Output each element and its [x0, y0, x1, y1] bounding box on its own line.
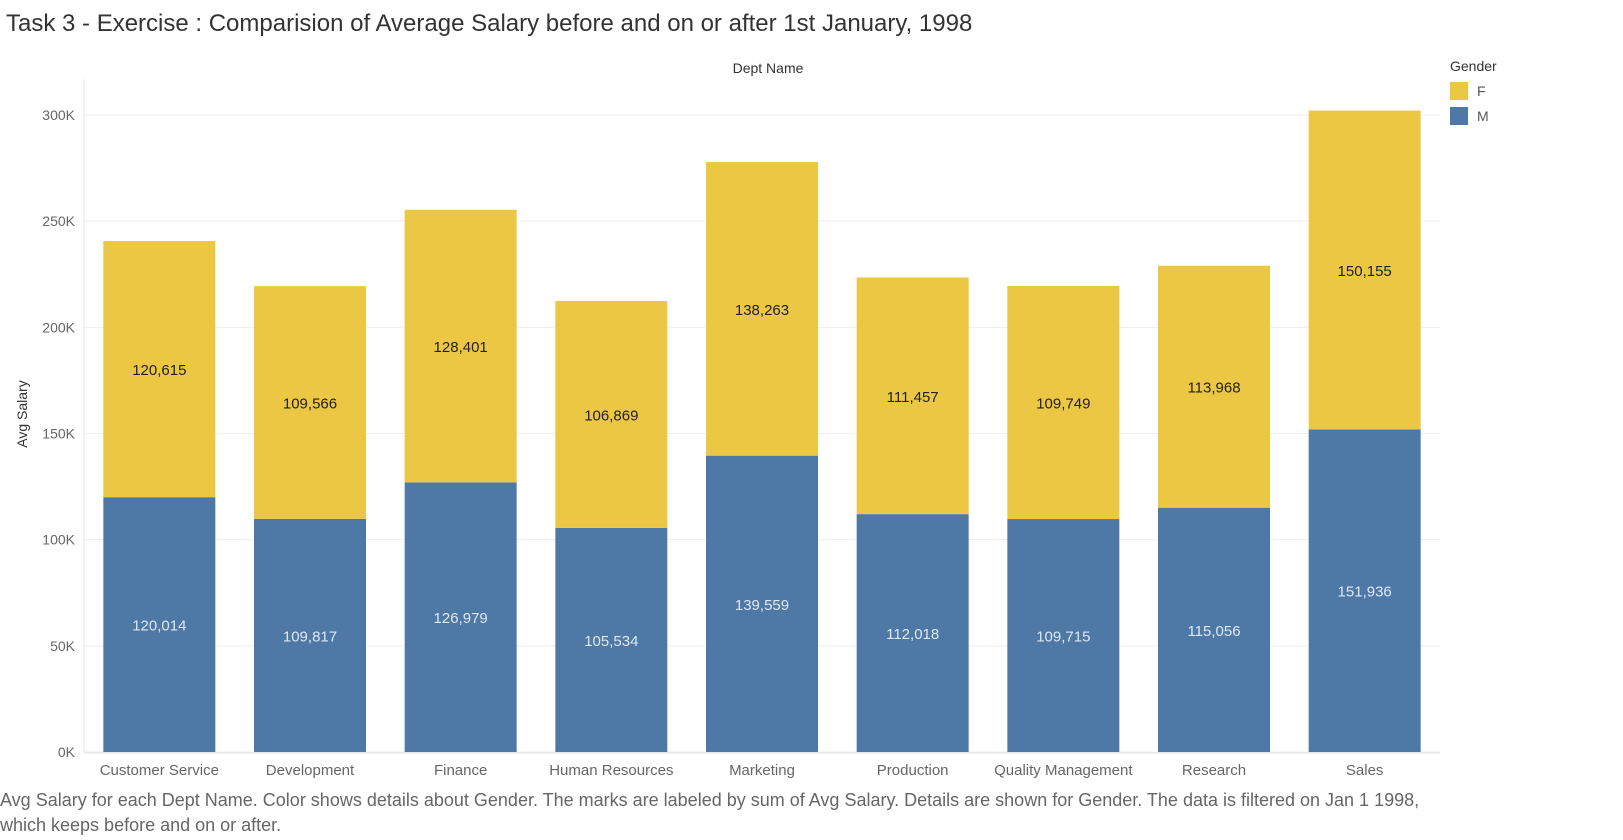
data-label: 111,457: [887, 389, 939, 406]
data-label: 109,715: [1036, 629, 1090, 646]
x-tick-label: Human Resources: [549, 762, 673, 779]
data-label: 109,817: [283, 628, 337, 645]
x-tick-label: Sales: [1346, 762, 1384, 779]
bar-segment-m[interactable]: [706, 455, 818, 752]
bar-segment-m[interactable]: [856, 514, 969, 752]
y-tick-label: 300K: [42, 107, 75, 123]
legend-title: Gender: [1450, 58, 1497, 74]
y-tick-label: 250K: [42, 213, 75, 229]
legend-item-f[interactable]: F: [1450, 78, 1497, 103]
bar-segment-f[interactable]: [103, 241, 216, 498]
data-label: 120,615: [132, 362, 186, 379]
x-axis-title: Dept Name: [733, 60, 804, 76]
x-tick-label: Marketing: [729, 762, 795, 779]
data-label: 109,749: [1036, 396, 1090, 413]
legend-swatch-m: [1450, 106, 1468, 125]
x-tick-label: Customer Service: [100, 762, 219, 779]
y-axis-title: Avg Salary: [14, 380, 30, 447]
chart-title: Task 3 - Exercise : Comparision of Avera…: [6, 10, 973, 37]
bar-segment-m[interactable]: [1007, 519, 1120, 752]
bar-segment-m[interactable]: [404, 482, 517, 752]
x-tick-label: Development: [266, 762, 355, 779]
bar-segment-f[interactable]: [706, 162, 818, 456]
bars: [103, 110, 1421, 752]
bar-segment-f[interactable]: [555, 300, 668, 528]
data-label: 120,014: [132, 618, 186, 635]
bar-labels: 120,014 120,615 109,817 109,566 126,979 128,4…: [132, 263, 1392, 650]
y-tick-label: 50K: [50, 638, 76, 654]
chart-caption: Avg Salary for each Dept Name. Color sho…: [0, 790, 1420, 835]
data-label: 126,979: [434, 610, 488, 627]
legend-label-f: F: [1477, 82, 1486, 99]
data-label: 150,155: [1338, 263, 1392, 280]
bar-segment-f[interactable]: [404, 209, 517, 483]
legend: Gender F M: [1450, 58, 1497, 128]
axes: 0K 50K 100K 150K 200K 250K 300K Customer Servic…: [42, 79, 1440, 779]
data-label: 128,401: [434, 339, 488, 356]
x-tick-label: Quality Management: [994, 762, 1133, 779]
data-label: 139,559: [735, 597, 789, 614]
y-tick-label: 200K: [42, 319, 75, 335]
data-label: 115,056: [1187, 623, 1240, 640]
x-tick-label: Research: [1182, 762, 1246, 779]
data-label: 113,968: [1187, 380, 1240, 397]
stacked-bar-chart: 0K 50K 100K 150K 200K 250K 300K Customer Servic…: [14, 60, 1440, 779]
legend-item-m[interactable]: M: [1450, 103, 1497, 128]
bar-segment-f[interactable]: [254, 286, 366, 519]
data-label: 106,869: [584, 407, 638, 424]
y-tick-label: 100K: [42, 532, 75, 548]
bar-segment-m[interactable]: [1158, 507, 1270, 752]
bar-segment-f[interactable]: [1007, 286, 1120, 520]
y-tick-label: 0K: [58, 744, 76, 760]
bar-segment-f[interactable]: [1308, 110, 1421, 430]
legend-label-m: M: [1477, 107, 1489, 124]
data-label: 105,534: [584, 633, 638, 650]
x-tick-label: Production: [877, 762, 949, 779]
bar-segment-m[interactable]: [555, 527, 668, 752]
data-label: 112,018: [886, 626, 939, 643]
data-label: 138,263: [735, 302, 789, 319]
legend-swatch-f: [1450, 81, 1468, 100]
bar-segment-f[interactable]: [1158, 265, 1270, 508]
bar-segment-m[interactable]: [254, 518, 366, 752]
y-tick-label: 150K: [42, 426, 75, 442]
data-label: 151,936: [1338, 584, 1392, 601]
bar-segment-m[interactable]: [103, 497, 216, 752]
bar-segment-m[interactable]: [1308, 429, 1421, 752]
data-label: 109,566: [283, 395, 337, 412]
x-tick-label: Finance: [434, 762, 487, 779]
bar-segment-f[interactable]: [856, 277, 969, 515]
